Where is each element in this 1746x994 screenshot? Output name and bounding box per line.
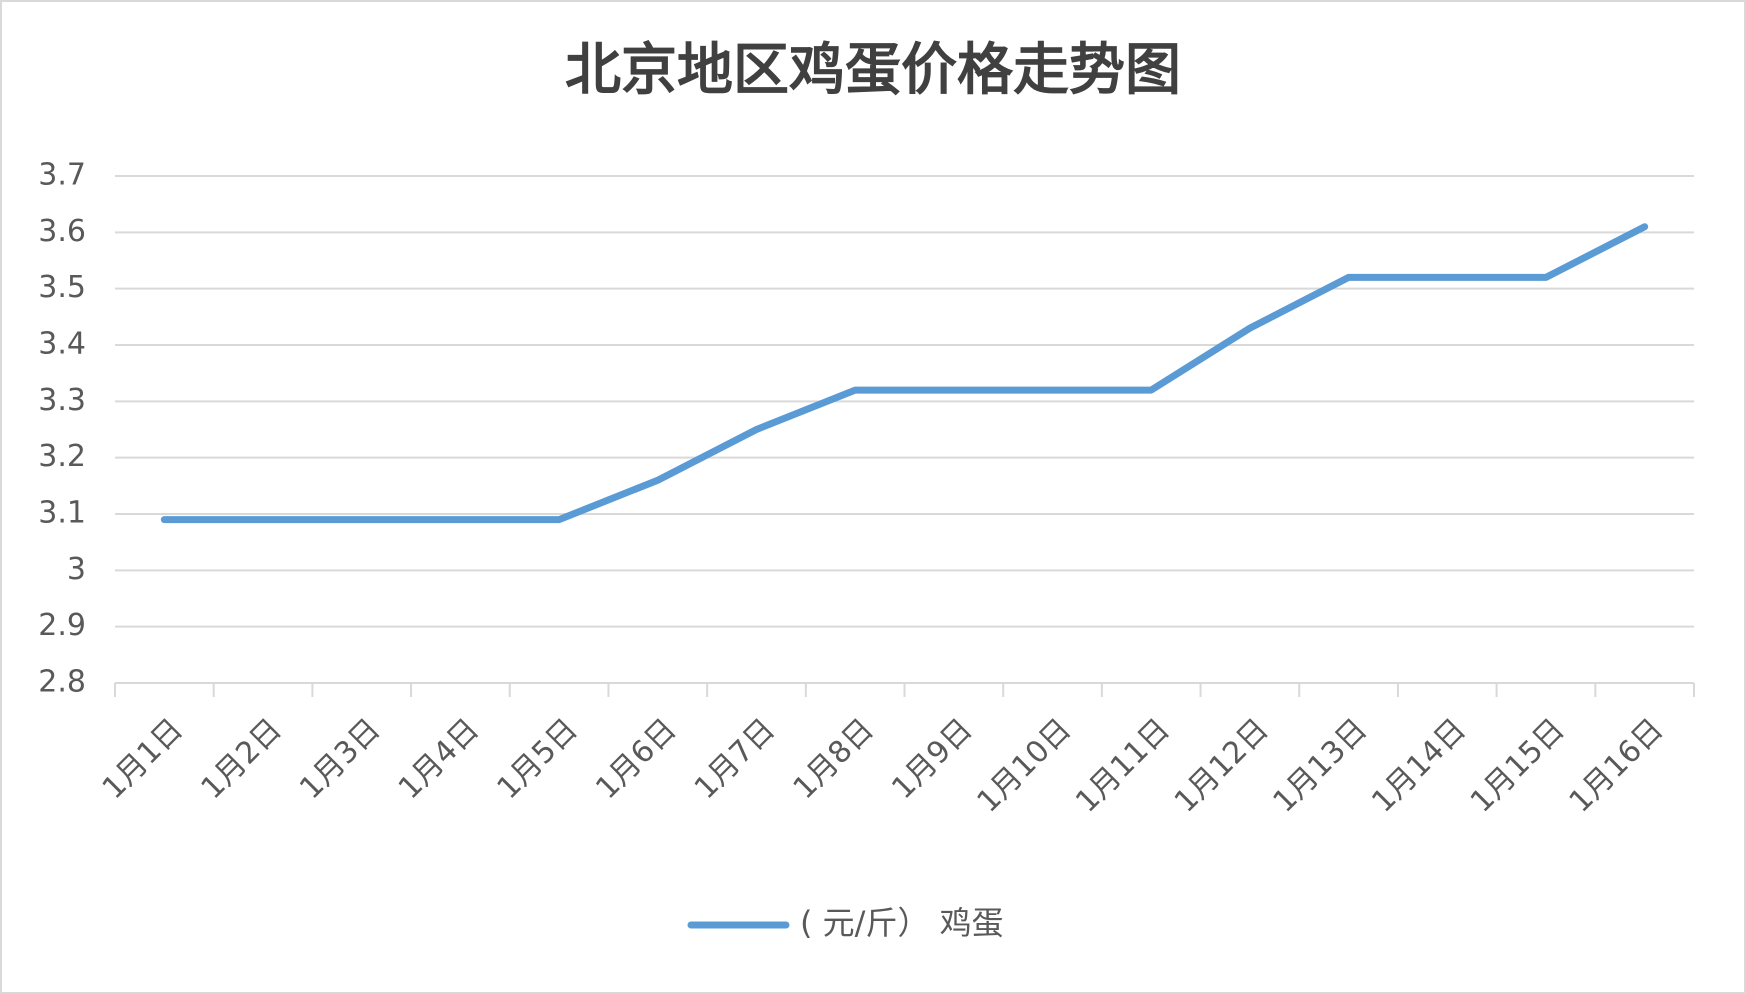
y-tick-label: 3.4 xyxy=(38,327,86,362)
y-tick-label: 3 xyxy=(67,552,86,587)
y-tick-label: 3.2 xyxy=(38,439,86,474)
chart-title: 北京地区鸡蛋价格走势图 xyxy=(565,38,1181,103)
y-tick-label: 2.9 xyxy=(38,608,86,643)
y-tick-label: 3.5 xyxy=(38,270,86,305)
y-tick-label: 2.8 xyxy=(38,665,86,700)
y-tick-label: 3.6 xyxy=(38,214,86,249)
y-tick-label: 3.7 xyxy=(38,158,86,193)
series-line xyxy=(160,223,1649,524)
y-tick-label: 3.1 xyxy=(38,496,86,531)
legend-label: ( 元/斤） 鸡蛋 xyxy=(800,904,1004,942)
y-tick-label: 3.3 xyxy=(38,383,86,418)
